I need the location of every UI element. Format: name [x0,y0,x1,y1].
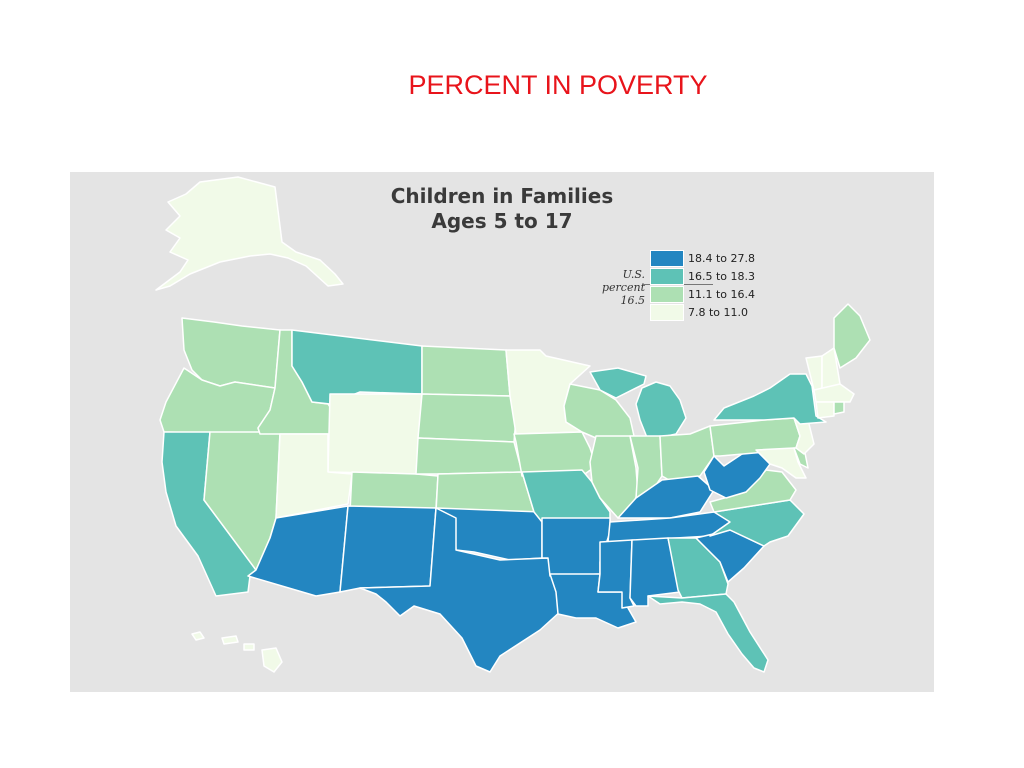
us-label-line2: percent [602,281,645,294]
legend-item: 7.8 to 11.0 [650,304,755,321]
legend-item: 16.5 to 18.3 [650,268,755,285]
legend-label: 16.5 to 18.3 [688,270,756,283]
us-percent-label: U.S. percent 16.5 [575,268,645,307]
state-wyoming [327,393,423,475]
state-michigan [635,381,687,441]
legend-item: 18.4 to 27.8 [650,250,755,267]
map-title-line2: Ages 5 to 17 [431,209,573,233]
state-missouri [521,469,611,525]
state-montana [291,329,423,405]
legend-swatch [650,286,684,303]
state-michigan-upper [589,367,647,399]
map-title: Children in Families Ages 5 to 17 [70,184,934,234]
us-choropleth-map [155,176,871,673]
state-alaska [155,176,344,291]
state-kansas [435,471,535,513]
legend: 18.4 to 27.8 16.5 to 18.3 11.1 to 16.4 7… [650,250,755,322]
slide-title: PERCENT IN POVERTY [408,70,708,100]
map-title-line1: Children in Families [390,184,614,208]
state-hawaii [243,643,255,651]
legend-item: 11.1 to 16.4 [650,286,755,303]
us-label-line1: U.S. [622,268,645,281]
state-new-mexico [339,505,437,593]
state-texas [359,507,563,673]
legend-swatch [650,250,684,267]
state-connecticut [815,401,835,419]
us-label-line3: 16.5 [620,294,646,307]
state-hawaii [221,635,239,645]
legend-label: 11.1 to 16.4 [688,288,756,301]
state-massachusetts [813,383,855,403]
state-rhode-island [833,401,845,415]
legend-label: 18.4 to 27.8 [688,252,756,265]
state-new-york [713,373,827,425]
state-west-virginia [703,449,771,499]
state-north-carolina [709,499,805,547]
state-north-dakota [421,345,511,397]
legend-swatch [650,268,684,285]
state-nebraska [415,437,523,475]
state-maine [833,303,871,369]
legend-label: 7.8 to 11.0 [688,306,749,319]
state-iowa [513,431,597,477]
legend-swatch [650,304,684,321]
state-florida [647,593,769,673]
state-hawaii [191,631,205,641]
map-panel: Children in Families Ages 5 to 17 U.S. p… [70,172,934,692]
state-hawaii [261,647,283,673]
state-south-dakota [417,393,517,443]
